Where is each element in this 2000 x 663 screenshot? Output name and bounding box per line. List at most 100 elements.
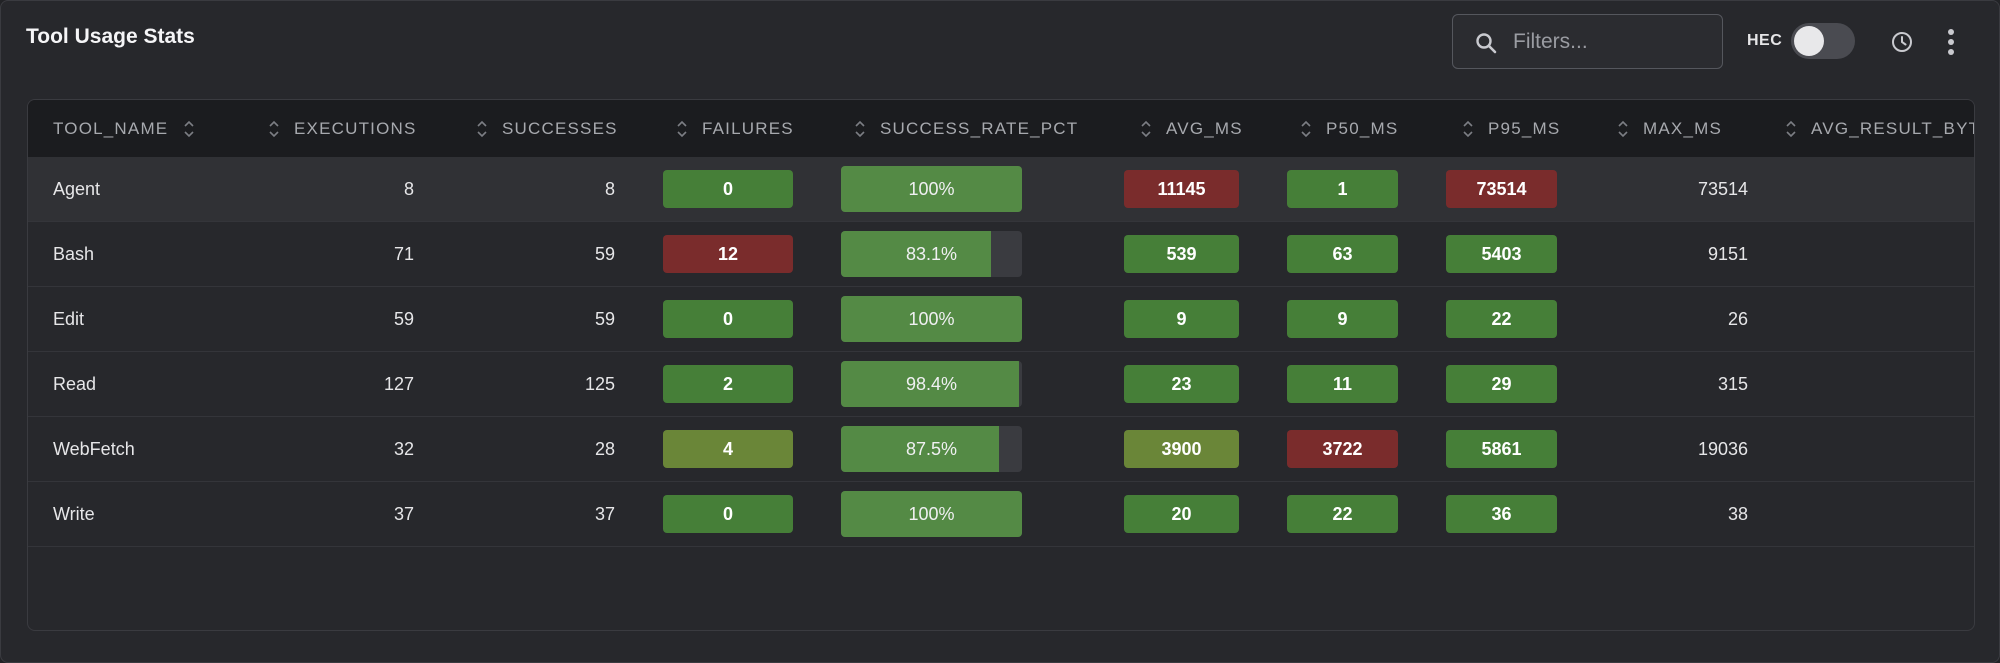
failures-badge: 0 bbox=[663, 300, 793, 338]
p50-ms-badge: 22 bbox=[1287, 495, 1398, 533]
history-icon[interactable] bbox=[1889, 29, 1915, 55]
tool-name-cell: Edit bbox=[53, 308, 85, 329]
column-header-tool-name[interactable]: TOOL_NAME bbox=[53, 100, 195, 157]
max-ms-cell: 73514 bbox=[1697, 178, 1748, 199]
avg-result-bytes-cell: 46 bbox=[1918, 352, 1974, 416]
sort-icon[interactable] bbox=[1462, 117, 1474, 141]
success-rate-bar: 83.1% bbox=[841, 231, 1022, 277]
column-header-success-rate[interactable]: SUCCESS_RATE_PCT bbox=[854, 100, 1078, 157]
successes-cell: 59 bbox=[594, 308, 615, 329]
column-header-avg-result-bytes[interactable]: AVG_RESULT_BYT bbox=[1785, 100, 1974, 157]
table-row[interactable]: Write 37 37 0 100% 20 22 36 38 bbox=[28, 482, 1974, 547]
tool-name-cell: WebFetch bbox=[53, 438, 135, 459]
max-ms-cell: 315 bbox=[1717, 373, 1748, 394]
sort-icon[interactable] bbox=[1140, 117, 1152, 141]
table-row[interactable]: Edit 59 59 0 100% 9 9 22 26 1 bbox=[28, 287, 1974, 352]
p95-ms-badge: 5403 bbox=[1446, 235, 1557, 273]
panel-title: Tool Usage Stats bbox=[26, 25, 195, 48]
avg-result-bytes-cell bbox=[1918, 482, 1974, 546]
p50-ms-badge: 63 bbox=[1287, 235, 1398, 273]
tool-name-cell: Bash bbox=[53, 243, 95, 264]
column-header-label: MAX_MS bbox=[1643, 118, 1722, 138]
executions-cell: 8 bbox=[403, 178, 414, 199]
success-rate-bar: 87.5% bbox=[841, 426, 1022, 472]
successes-cell: 8 bbox=[604, 178, 615, 199]
sort-icon[interactable] bbox=[476, 117, 488, 141]
column-header-label: FAILURES bbox=[702, 118, 794, 138]
p50-ms-badge: 9 bbox=[1287, 300, 1398, 338]
table-row[interactable]: Agent 8 8 0 100% 11145 1 73514 73514 42 bbox=[28, 157, 1974, 222]
hec-toggle[interactable] bbox=[1791, 23, 1855, 59]
p50-ms-badge: 1 bbox=[1287, 170, 1398, 208]
max-ms-cell: 19036 bbox=[1697, 438, 1748, 459]
column-header-label: SUCCESSES bbox=[502, 118, 618, 138]
sort-icon[interactable] bbox=[676, 117, 688, 141]
p95-ms-badge: 29 bbox=[1446, 365, 1557, 403]
column-header-avg-ms[interactable]: AVG_MS bbox=[1140, 100, 1243, 157]
max-ms-cell: 26 bbox=[1727, 308, 1748, 329]
success-rate-fill bbox=[841, 296, 1022, 342]
column-header-label: TOOL_NAME bbox=[53, 118, 169, 138]
executions-cell: 71 bbox=[393, 243, 414, 264]
column-header-p95-ms[interactable]: P95_MS bbox=[1462, 100, 1560, 157]
sort-icon[interactable] bbox=[183, 117, 195, 141]
sort-icon[interactable] bbox=[268, 117, 280, 141]
avg-ms-badge: 20 bbox=[1124, 495, 1239, 533]
successes-cell: 59 bbox=[594, 243, 615, 264]
more-vertical-icon[interactable] bbox=[1946, 27, 1956, 57]
failures-badge: 2 bbox=[663, 365, 793, 403]
column-header-label: P50_MS bbox=[1326, 118, 1399, 138]
success-rate-label: 87.5% bbox=[905, 438, 958, 459]
filter-box[interactable] bbox=[1452, 14, 1723, 69]
executions-cell: 37 bbox=[393, 503, 414, 524]
sort-icon[interactable] bbox=[1617, 117, 1629, 141]
avg-result-bytes-cell: 12 bbox=[1918, 417, 1974, 481]
sort-icon[interactable] bbox=[1785, 117, 1797, 141]
table-header: TOOL_NAME EXECUTIONS SUCCESSES FAILURES SUCC… bbox=[28, 100, 1974, 157]
column-header-label: AVG_MS bbox=[1166, 118, 1243, 138]
search-icon bbox=[1476, 33, 1497, 54]
executions-cell: 127 bbox=[383, 373, 414, 394]
table-row[interactable]: WebFetch 32 28 4 87.5% 3900 3722 5861 19036 12 bbox=[28, 417, 1974, 482]
column-header-p50-ms[interactable]: P50_MS bbox=[1300, 100, 1398, 157]
column-header-executions[interactable]: EXECUTIONS bbox=[268, 100, 417, 157]
successes-cell: 28 bbox=[594, 438, 615, 459]
avg-ms-badge: 3900 bbox=[1124, 430, 1239, 468]
p95-ms-badge: 22 bbox=[1446, 300, 1557, 338]
success-rate-label: 100% bbox=[908, 308, 955, 329]
success-rate-label: 100% bbox=[908, 503, 955, 524]
stats-table: TOOL_NAME EXECUTIONS SUCCESSES FAILURES SUCC… bbox=[27, 99, 1975, 631]
table-row[interactable]: Bash 71 59 12 83.1% 539 63 5403 9151 19 bbox=[28, 222, 1974, 287]
tool-name-cell: Agent bbox=[53, 178, 101, 199]
filter-input[interactable] bbox=[1513, 25, 1713, 59]
avg-result-bytes-cell: 19 bbox=[1918, 222, 1974, 286]
column-header-max-ms[interactable]: MAX_MS bbox=[1617, 100, 1722, 157]
success-rate-bar: 98.4% bbox=[841, 361, 1022, 407]
sort-icon[interactable] bbox=[1300, 117, 1312, 141]
failures-badge: 4 bbox=[663, 430, 793, 468]
toggle-knob bbox=[1794, 26, 1824, 56]
success-rate-label: 100% bbox=[908, 178, 955, 199]
column-header-failures[interactable]: FAILURES bbox=[676, 100, 794, 157]
success-rate-label: 98.4% bbox=[905, 373, 958, 394]
success-rate-label: 83.1% bbox=[905, 243, 958, 264]
avg-result-bytes-cell: 1 bbox=[1918, 287, 1974, 351]
avg-ms-badge: 23 bbox=[1124, 365, 1239, 403]
avg-result-bytes-cell: 42 bbox=[1918, 157, 1974, 221]
executions-cell: 59 bbox=[393, 308, 414, 329]
success-rate-fill bbox=[841, 361, 1020, 407]
failures-badge: 12 bbox=[663, 235, 793, 273]
tool-name-cell: Read bbox=[53, 373, 97, 394]
executions-cell: 32 bbox=[393, 438, 414, 459]
successes-cell: 125 bbox=[584, 373, 615, 394]
p95-ms-badge: 5861 bbox=[1446, 430, 1557, 468]
max-ms-cell: 9151 bbox=[1707, 243, 1748, 264]
success-rate-fill bbox=[841, 426, 1000, 472]
table-row[interactable]: Read 127 125 2 98.4% 23 11 29 315 46 bbox=[28, 352, 1974, 417]
column-header-successes[interactable]: SUCCESSES bbox=[476, 100, 618, 157]
p95-ms-badge: 73514 bbox=[1446, 170, 1557, 208]
success-rate-fill bbox=[841, 166, 1022, 212]
max-ms-cell: 38 bbox=[1727, 503, 1748, 524]
sort-icon[interactable] bbox=[854, 117, 866, 141]
failures-badge: 0 bbox=[663, 495, 793, 533]
